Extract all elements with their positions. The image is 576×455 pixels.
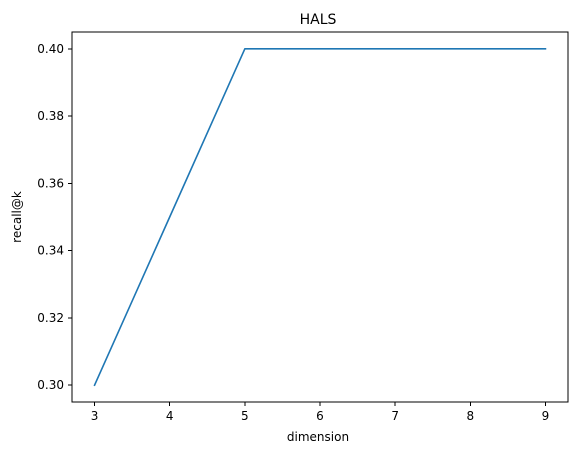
x-tick-label: 8 xyxy=(466,409,474,423)
series-line xyxy=(93,48,547,387)
plot-area: 3 4 5 6 7 8 9 0.30 0.32 0.34 0.36 0.38 0.40 xyxy=(37,31,569,423)
x-axis: 3 4 5 6 7 8 9 xyxy=(91,402,550,423)
x-tick-label: 3 xyxy=(91,409,99,423)
y-tick-label: 0.30 xyxy=(37,378,64,392)
y-tick-label: 0.36 xyxy=(37,176,64,190)
chart-title: HALS xyxy=(300,12,337,28)
axes-frame xyxy=(71,31,569,403)
y-tick-label: 0.34 xyxy=(37,244,64,258)
y-tick-label: 0.38 xyxy=(37,109,64,123)
x-tick-label: 4 xyxy=(166,409,174,423)
y-axis: 0.30 0.32 0.34 0.36 0.38 0.40 xyxy=(37,42,72,392)
x-tick-label: 6 xyxy=(316,409,324,423)
y-tick-label: 0.32 xyxy=(37,311,64,325)
x-tick-label: 7 xyxy=(391,409,399,423)
x-axis-label: dimension xyxy=(287,430,349,444)
series-layer xyxy=(93,48,547,387)
x-tick-label: 9 xyxy=(542,409,550,423)
x-tick-label: 5 xyxy=(241,409,249,423)
y-axis-label: recall@k xyxy=(10,191,24,243)
y-tick-label: 0.40 xyxy=(37,42,64,56)
